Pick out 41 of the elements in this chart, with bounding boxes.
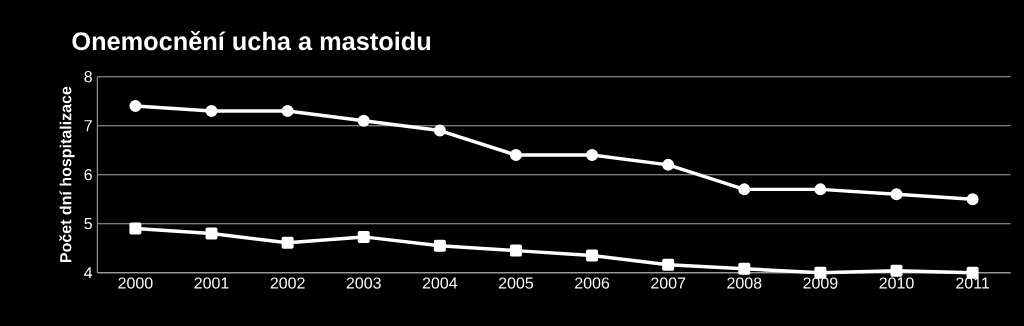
y-tick-label: 7 — [84, 120, 92, 132]
x-tick-label: 2003 — [346, 277, 381, 289]
x-tick-label: 2011 — [956, 277, 990, 289]
point — [890, 188, 903, 201]
x-tick-label: 2002 — [270, 277, 305, 289]
x-tick-label: 2007 — [651, 277, 686, 289]
point — [738, 183, 751, 196]
point — [738, 262, 751, 275]
point — [662, 258, 675, 271]
x-tick-label: 2004 — [422, 277, 458, 289]
point — [586, 149, 599, 162]
x-tick-label: 2005 — [498, 277, 534, 289]
point — [433, 124, 446, 137]
point — [662, 158, 675, 171]
point — [129, 222, 142, 235]
y-tick-label: 6 — [84, 169, 92, 181]
point — [509, 149, 522, 162]
y-tick-label: 8 — [84, 71, 92, 83]
x-tick-label: 2001 — [194, 277, 229, 289]
point — [890, 264, 903, 277]
x-tick-label: 2008 — [727, 277, 762, 289]
point — [205, 104, 218, 117]
point — [281, 104, 294, 117]
point — [205, 227, 218, 240]
point — [357, 114, 370, 127]
x-tick-label: 2006 — [575, 277, 610, 289]
point — [966, 193, 979, 206]
y-tick-label: 5 — [84, 218, 92, 230]
y-tick-label: 4 — [84, 267, 93, 279]
chart-title: Onemocnění ucha a mastoidu — [72, 31, 431, 51]
point — [509, 244, 522, 257]
x-tick-label: 2010 — [879, 277, 914, 289]
point — [357, 230, 370, 243]
point — [433, 239, 446, 252]
x-tick-label: 2009 — [803, 277, 838, 289]
point — [281, 236, 294, 249]
y-axis-title: Počet dní hospitalizace — [59, 86, 75, 263]
point — [814, 183, 827, 196]
x-tick-label: 2000 — [118, 277, 153, 289]
point — [586, 249, 599, 262]
point — [129, 100, 142, 113]
